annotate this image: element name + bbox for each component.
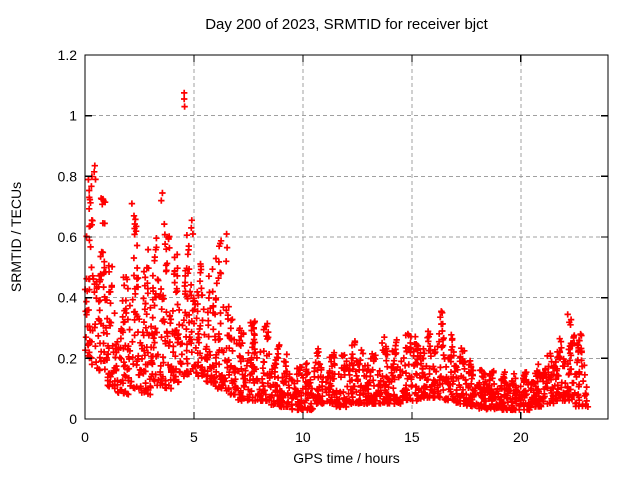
x-tick-label: 0 — [81, 429, 89, 445]
y-tick-label: 0.2 — [58, 350, 78, 366]
x-tick-label: 20 — [513, 429, 529, 445]
y-tick-label: 0.6 — [58, 229, 78, 245]
y-tick-label: 0 — [69, 411, 77, 427]
x-axis-label: GPS time / hours — [293, 450, 400, 466]
y-tick-label: 0.4 — [58, 290, 78, 306]
x-tick-label: 10 — [295, 429, 311, 445]
scatter-points — [81, 89, 592, 414]
x-tick-label: 5 — [190, 429, 198, 445]
y-tick-label: 0.8 — [58, 168, 78, 184]
chart-title: Day 200 of 2023, SRMTID for receiver bjc… — [205, 16, 488, 33]
x-tick-label: 15 — [404, 429, 420, 445]
plot-border — [84, 54, 609, 420]
y-tick-label: 1 — [69, 108, 77, 124]
y-tick-label: 1.2 — [58, 47, 78, 63]
